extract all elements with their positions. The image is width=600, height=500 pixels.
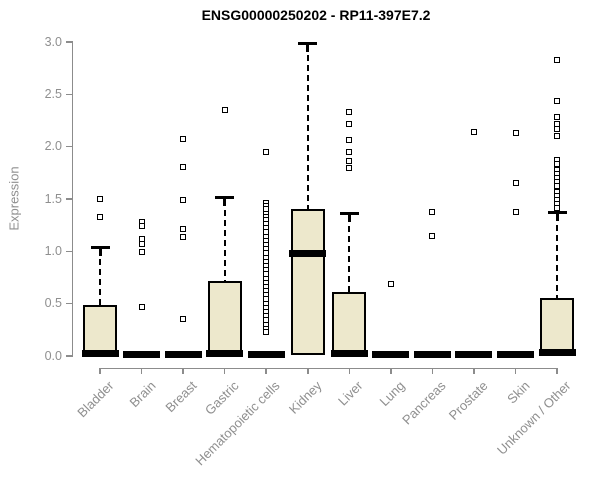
outlier-point <box>138 303 145 310</box>
outlier-point <box>180 316 187 323</box>
x-tick <box>348 368 351 374</box>
x-tick <box>307 368 309 374</box>
whisker-line <box>306 45 309 210</box>
x-tick <box>265 368 267 374</box>
outlier-point <box>554 125 561 132</box>
outlier-point <box>138 223 145 230</box>
y-tick <box>65 250 73 253</box>
median-line <box>164 351 202 359</box>
whisker-cap-stub <box>223 199 227 207</box>
x-tick <box>514 368 517 374</box>
median-line <box>123 351 161 359</box>
whisker-line <box>556 214 559 299</box>
outlier-point <box>138 241 145 247</box>
whisker-cap <box>547 211 567 215</box>
outlier-point <box>346 158 353 165</box>
y-tick-label: 2.0 <box>44 139 62 154</box>
median-line <box>81 350 119 358</box>
whisker-cap <box>90 245 110 249</box>
outlier-point <box>470 129 477 135</box>
y-tick-label: 0.0 <box>44 348 62 363</box>
box <box>332 292 367 356</box>
outlier-point <box>346 148 353 155</box>
y-tick <box>65 302 73 305</box>
outlier-point <box>554 205 561 212</box>
whisker-cap-stub <box>98 248 102 256</box>
median-line <box>538 349 576 357</box>
x-axis-line <box>99 367 559 369</box>
whisker-line <box>223 199 226 281</box>
y-tick <box>65 93 73 96</box>
y-tick-label: 0.5 <box>44 296 62 311</box>
outlier-point <box>554 56 561 63</box>
outlier-point <box>97 213 103 220</box>
outlier-point <box>180 226 187 233</box>
median-line <box>372 351 410 359</box>
outlier-point <box>346 164 353 171</box>
median-line <box>413 351 451 359</box>
y-tick-label: 1.5 <box>44 191 62 206</box>
y-tick <box>65 41 73 43</box>
outlier-point <box>429 232 436 239</box>
median-line <box>206 350 244 358</box>
y-tick <box>65 145 73 148</box>
median-line <box>330 350 368 358</box>
box <box>290 209 325 355</box>
x-tick <box>473 368 475 374</box>
outlier-point <box>346 109 353 116</box>
outlier-point <box>180 163 187 170</box>
outlier-point <box>180 197 187 204</box>
outlier-point <box>138 249 145 256</box>
whisker-cap-stub <box>555 214 559 222</box>
outlier-point <box>263 328 270 335</box>
y-tick <box>65 198 73 200</box>
median-line <box>247 351 285 359</box>
chart-title: ENSG00000250202 - RP11-397E7.2 <box>201 7 431 23</box>
outlier-point <box>180 136 187 143</box>
outlier-point <box>512 180 519 187</box>
median-line <box>455 351 493 359</box>
outlier-point <box>387 280 394 287</box>
outlier-point <box>512 130 519 137</box>
outlier-point <box>429 208 436 215</box>
x-tick <box>223 368 226 374</box>
y-tick-label: 1.0 <box>44 243 62 258</box>
x-tick <box>140 368 143 374</box>
box <box>83 304 117 356</box>
outlier-point <box>346 137 353 144</box>
whisker-cap <box>215 196 235 200</box>
outlier-point <box>221 107 228 114</box>
box <box>207 280 242 356</box>
x-tick <box>99 368 101 374</box>
whisker-cap-stub <box>306 44 310 52</box>
whisker-cap-stub <box>347 215 351 223</box>
whisker-line <box>348 215 351 293</box>
outlier-point <box>554 97 561 104</box>
median-line <box>289 249 327 257</box>
outlier-point <box>554 133 561 140</box>
x-tick <box>556 368 558 374</box>
x-tick <box>182 368 184 374</box>
outlier-point <box>512 208 519 215</box>
outlier-point <box>263 148 270 155</box>
x-tick <box>390 368 392 374</box>
box <box>540 298 575 356</box>
y-tick-label: 3.0 <box>44 34 62 49</box>
x-tick <box>431 368 434 374</box>
outlier-point <box>554 114 561 121</box>
y-tick <box>65 355 73 357</box>
outlier-point <box>180 233 187 240</box>
whisker-line <box>99 249 101 305</box>
outlier-point <box>97 196 103 202</box>
outlier-point <box>346 120 353 127</box>
whisker-cap <box>298 41 318 45</box>
y-tick-label: 2.5 <box>44 86 62 101</box>
median-line <box>497 351 534 359</box>
whisker-cap <box>339 212 359 216</box>
